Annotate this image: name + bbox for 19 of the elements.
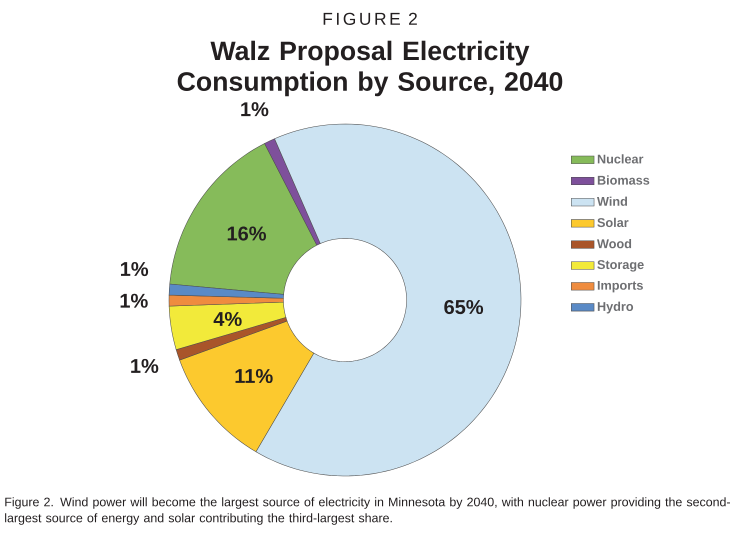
- legend-label: Biomass: [598, 175, 650, 185]
- data-label: 16%: [228, 226, 266, 241]
- legend-label: Solar: [597, 218, 628, 228]
- legend-label: Hydro: [598, 302, 634, 314]
- legend-label: Storage: [597, 260, 644, 272]
- chart-title: Walz Proposal Electricity Consumption by Source, 2040: [178, 40, 562, 96]
- data-label: 1%: [131, 358, 158, 373]
- legend-label: Nuclear: [598, 154, 644, 164]
- data-label: 1%: [120, 262, 148, 276]
- legend-label: Wind: [597, 196, 627, 206]
- legend-label: Imports: [598, 280, 643, 292]
- legend-label: Wood: [597, 238, 632, 248]
- data-label: 4%: [214, 312, 242, 326]
- data-label: 1%: [241, 102, 268, 116]
- caption: FIGURE 2: [324, 12, 417, 25]
- caption: Figure 2. Wind power will become the largest source of electricity in Minnesota by 2040, with nuclear power providing the second-largest source of energy and solar contributing the third-largest share.: [5, 497, 730, 525]
- data-label: 65%: [444, 300, 484, 314]
- data-label: 11%: [236, 369, 273, 384]
- data-label: 1%: [120, 294, 148, 308]
